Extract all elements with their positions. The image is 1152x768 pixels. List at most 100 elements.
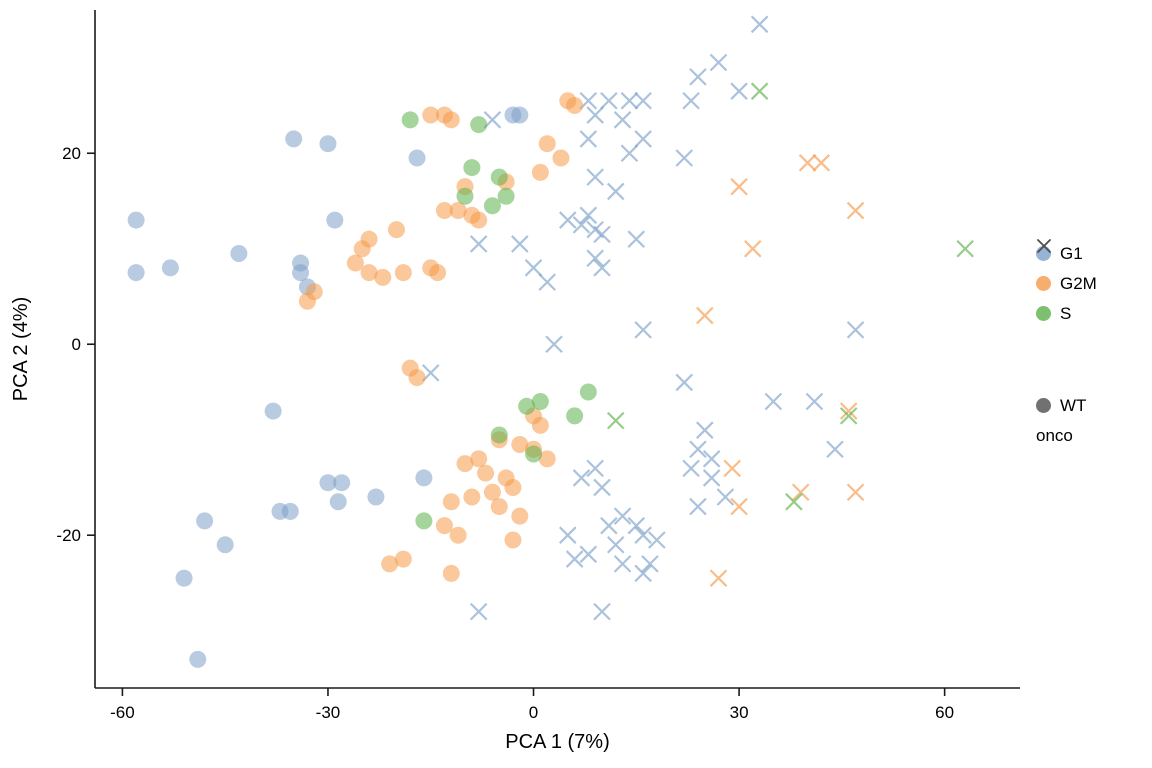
data-point-g1-onco	[586, 168, 604, 186]
data-point-g1-onco	[648, 531, 666, 549]
data-point-g1-onco	[730, 82, 748, 100]
legend-label-g2m: G2M	[1060, 273, 1097, 293]
data-point-s-wt	[497, 187, 515, 205]
data-point-g2m-onco	[839, 402, 858, 420]
data-point-g1-onco	[511, 235, 529, 253]
x-tick-label: 0	[529, 703, 538, 722]
data-point-g1-wt	[408, 149, 426, 167]
data-point-s-onco	[750, 82, 769, 100]
data-point-g2m-wt	[435, 202, 453, 220]
data-point-s-wt	[518, 397, 536, 415]
data-point-s-onco	[956, 239, 974, 258]
data-point-g2m-wt	[387, 221, 405, 239]
data-point-s-wt	[463, 159, 481, 177]
legend-label-g1: G1	[1060, 243, 1083, 263]
legend-label-onco: onco	[1036, 425, 1073, 445]
data-point-g1-onco	[469, 602, 488, 621]
data-point-g1-onco	[675, 149, 694, 167]
data-point-g1-wt	[367, 488, 385, 506]
data-point-g1-onco	[620, 144, 639, 163]
data-point-g2m-wt	[374, 268, 392, 286]
data-point-g1-wt	[319, 474, 337, 492]
data-point-s-wt	[483, 197, 501, 215]
data-point-g1-onco	[634, 130, 652, 148]
data-point-g1-wt	[161, 259, 179, 277]
data-point-g2m-onco	[846, 483, 865, 502]
data-point-s-onco	[785, 493, 803, 511]
data-point-s-wt	[579, 383, 597, 401]
data-point-g1-onco	[600, 91, 618, 110]
x-tick-label: 30	[730, 703, 749, 722]
data-point-g1-wt	[189, 650, 207, 668]
data-point-g1-onco	[593, 478, 611, 497]
data-point-g1-wt	[326, 211, 344, 229]
data-point-g2m-wt	[381, 555, 399, 573]
data-point-s-onco	[839, 407, 858, 425]
data-point-g2m-wt	[360, 264, 378, 282]
data-point-g1-onco	[689, 440, 707, 459]
data-point-g2m-onco	[696, 306, 714, 325]
data-point-g1-onco	[613, 507, 632, 525]
data-point-g1-onco	[593, 602, 611, 621]
data-point-g1-onco	[634, 564, 652, 583]
data-point-g2m-wt	[435, 517, 453, 535]
g2m-color-swatch	[1036, 275, 1051, 291]
data-point-s-wt	[490, 168, 508, 186]
x-tick-label: -60	[110, 703, 135, 722]
data-point-g2m-wt	[511, 507, 529, 525]
data-point-g1-wt	[281, 502, 299, 520]
data-point-s-onco	[606, 411, 625, 430]
data-point-g1-onco	[805, 392, 824, 411]
data-point-g1-onco	[606, 182, 625, 201]
data-point-g1-onco	[559, 211, 577, 229]
data-point-g2m-wt	[538, 450, 556, 468]
legend-item-wt: WT	[1036, 390, 1097, 420]
shape-legend: WT onco	[1036, 239, 1097, 450]
data-point-g1-onco	[613, 555, 632, 573]
data-point-g1-wt	[285, 130, 303, 148]
data-point-g2m-wt	[490, 498, 508, 516]
data-point-g2m-wt	[483, 483, 501, 501]
data-point-g2m-wt	[346, 254, 364, 272]
data-point-g2m-onco	[798, 154, 817, 172]
data-point-g2m-wt	[531, 416, 549, 434]
data-point-g1-wt	[333, 474, 351, 492]
data-point-s-wt	[456, 187, 474, 205]
data-point-g1-onco	[627, 230, 646, 248]
data-point-s-wt	[415, 512, 433, 530]
data-point-g2m-wt	[449, 526, 467, 544]
data-point-g1-onco	[559, 526, 577, 544]
data-point-g1-onco	[846, 321, 865, 339]
legend-item-onco: onco	[1036, 239, 1097, 450]
data-point-g1-onco	[593, 259, 611, 277]
data-point-g2m-wt	[504, 478, 522, 496]
data-point-g1-onco	[579, 206, 598, 225]
data-point-g1-onco	[572, 469, 591, 487]
data-point-g2m-wt	[449, 202, 467, 220]
data-point-g1-onco	[545, 335, 563, 354]
data-point-g2m-wt	[566, 96, 584, 114]
data-point-g1-onco	[689, 68, 707, 86]
data-point-g1-wt	[127, 211, 145, 229]
data-point-g2m-wt	[394, 550, 412, 568]
data-point-s-wt	[566, 407, 584, 425]
data-point-g2m-wt	[429, 264, 447, 282]
data-point-g2m-wt	[353, 240, 371, 258]
data-point-g1-wt	[196, 512, 214, 530]
data-point-s-wt	[525, 445, 543, 463]
data-point-g2m-wt	[298, 292, 316, 310]
data-point-g1-onco	[469, 235, 488, 253]
data-point-g1-onco	[702, 450, 721, 468]
legend-item-s: S	[1036, 298, 1097, 328]
data-point-g1-onco	[682, 91, 700, 110]
data-point-g2m-wt	[511, 435, 529, 453]
data-point-g1-onco	[634, 526, 652, 544]
data-point-g1-onco	[682, 459, 700, 478]
data-point-g2m-wt	[408, 369, 426, 387]
data-point-g2m-onco	[846, 201, 865, 220]
data-point-s-wt	[470, 116, 488, 134]
data-point-s-wt	[490, 426, 508, 444]
x-tick-label: 60	[935, 703, 954, 722]
